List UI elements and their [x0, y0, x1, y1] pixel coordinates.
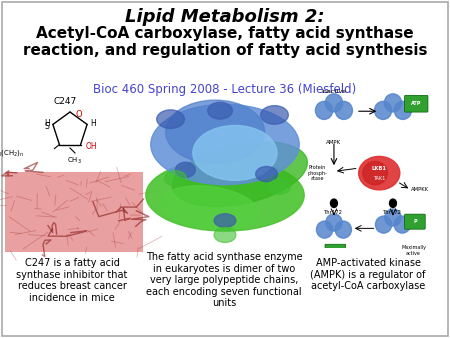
Ellipse shape	[363, 162, 387, 185]
Ellipse shape	[384, 94, 401, 112]
Text: ATP: ATP	[411, 101, 422, 106]
FancyBboxPatch shape	[325, 244, 346, 259]
Text: H: H	[90, 119, 96, 128]
Ellipse shape	[214, 227, 236, 243]
Ellipse shape	[193, 125, 277, 180]
Text: CH$_3$(CH$_2$)$_n$: CH$_3$(CH$_2$)$_n$	[0, 148, 24, 158]
Text: LKB1: LKB1	[372, 166, 387, 171]
Ellipse shape	[315, 101, 333, 119]
Text: Thr172: Thr172	[324, 210, 343, 215]
Ellipse shape	[316, 221, 333, 238]
Ellipse shape	[385, 209, 401, 226]
Text: The fatty acid synthase enzyme
in eukaryotes is dimer of two
very large polypept: The fatty acid synthase enzyme in eukary…	[146, 252, 302, 308]
Ellipse shape	[325, 94, 342, 112]
Text: S: S	[45, 122, 49, 131]
Ellipse shape	[151, 104, 299, 185]
Ellipse shape	[157, 110, 184, 128]
FancyBboxPatch shape	[405, 214, 425, 229]
Ellipse shape	[214, 214, 236, 227]
Circle shape	[390, 199, 396, 208]
Text: P: P	[413, 219, 417, 224]
Circle shape	[330, 199, 338, 208]
Text: H: H	[44, 119, 50, 128]
Text: Inactive: Inactive	[321, 90, 347, 95]
Text: O: O	[75, 110, 82, 119]
Text: Thr172: Thr172	[383, 210, 402, 215]
Ellipse shape	[172, 142, 307, 207]
Ellipse shape	[165, 171, 186, 186]
Ellipse shape	[146, 159, 304, 231]
Ellipse shape	[261, 106, 288, 124]
FancyBboxPatch shape	[405, 95, 428, 112]
Ellipse shape	[176, 162, 195, 177]
Text: Bioc 460 Spring 2008 - Lecture 36 (Miesfeld): Bioc 460 Spring 2008 - Lecture 36 (Miesf…	[94, 83, 356, 96]
Ellipse shape	[375, 216, 392, 233]
Text: CH$_3$: CH$_3$	[67, 156, 81, 166]
Text: TAK1: TAK1	[373, 176, 385, 180]
Ellipse shape	[166, 100, 265, 164]
Text: Protein
phosph-
atase: Protein phosph- atase	[308, 165, 327, 182]
Ellipse shape	[208, 102, 233, 119]
Text: AMP-activated kinase
(AMPK) is a regulator of
acetyl-CoA carboxylase: AMP-activated kinase (AMPK) is a regulat…	[310, 258, 426, 291]
Text: Lipid Metabolism 2:: Lipid Metabolism 2:	[125, 8, 325, 26]
Ellipse shape	[326, 214, 342, 231]
Text: P: P	[333, 249, 337, 254]
Text: AMPKK: AMPKK	[411, 187, 429, 192]
Ellipse shape	[269, 179, 290, 194]
Ellipse shape	[161, 186, 259, 230]
Text: Acetyl-CoA carboxylase, fatty acid synthase
reaction, and regulation of fatty ac: Acetyl-CoA carboxylase, fatty acid synth…	[23, 26, 427, 58]
Ellipse shape	[335, 221, 351, 238]
Bar	[5, 172, 143, 252]
Ellipse shape	[394, 101, 411, 119]
Ellipse shape	[335, 101, 352, 119]
Text: C247: C247	[54, 97, 76, 106]
Ellipse shape	[394, 216, 410, 233]
Text: AMPK: AMPK	[326, 140, 342, 145]
Ellipse shape	[374, 101, 392, 119]
Text: Maximally
active: Maximally active	[401, 245, 426, 256]
Text: OH: OH	[86, 142, 97, 151]
Text: C247 is a fatty acid
synthase inhibitor that
reduces breast cancer
incidence in : C247 is a fatty acid synthase inhibitor …	[16, 258, 128, 303]
Ellipse shape	[359, 156, 400, 190]
Ellipse shape	[256, 167, 278, 182]
